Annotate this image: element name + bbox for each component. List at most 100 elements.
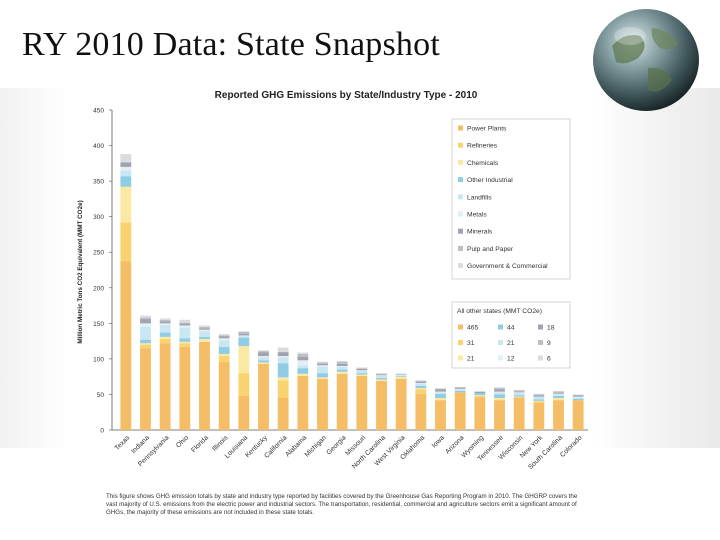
bar-segment — [494, 400, 505, 430]
bar-segment — [533, 402, 545, 430]
bar-segment — [376, 373, 387, 374]
bar-segment — [494, 392, 505, 395]
bar-segment — [572, 397, 584, 399]
legend-swatch — [458, 194, 463, 200]
bar-segment — [435, 392, 446, 394]
bar-segment — [258, 350, 269, 352]
bar-segment — [435, 388, 446, 389]
bar-segment — [376, 374, 387, 376]
bar-segment — [494, 388, 505, 390]
bar-segment — [435, 398, 446, 401]
bar-segment — [553, 400, 564, 430]
bar-segment — [179, 325, 191, 328]
legend-swatch — [458, 263, 463, 269]
legend-label: Other Industrial — [467, 177, 513, 184]
bar-segment — [199, 325, 210, 327]
bar-segment — [159, 325, 171, 333]
other-states-swatch — [458, 324, 463, 330]
bar-segment — [258, 363, 269, 430]
bar-segment — [258, 356, 269, 358]
other-states-box: All other states (MMT CO2e) 465 44 18 31 21 9 2… — [451, 301, 571, 369]
other-states-value: 44 — [507, 325, 515, 332]
bar-segment — [277, 351, 289, 353]
bar-segment — [199, 338, 210, 342]
bar-segment — [140, 339, 151, 344]
bar-segment — [395, 376, 407, 379]
bar-segment — [395, 373, 407, 375]
other-states-swatch — [498, 340, 503, 345]
y-axis-title: Million Metric Tons CO2 Equivalent (MMT … — [77, 200, 84, 343]
bar-segment — [179, 322, 191, 324]
bar-segment — [277, 363, 289, 378]
other-states-value: 21 — [467, 356, 475, 363]
bar-segment — [513, 391, 525, 393]
bar-segment — [533, 401, 545, 403]
bar-segment — [199, 336, 210, 339]
bar-segment — [395, 375, 407, 376]
bar-segment — [356, 373, 368, 375]
bar-segment — [317, 365, 328, 367]
bar-segment — [159, 323, 171, 326]
bar-segment — [238, 331, 250, 332]
bar-segment — [454, 389, 466, 391]
other-states-swatch — [498, 355, 503, 361]
bar-segment — [120, 186, 132, 223]
bar-segment — [258, 351, 269, 353]
other-states-swatch — [458, 340, 463, 345]
bar-segment — [415, 393, 427, 430]
bar-segment — [159, 332, 171, 337]
bar-segment — [415, 380, 427, 381]
bar-segment — [395, 378, 407, 430]
bar-segment — [415, 381, 427, 384]
bar-segment — [356, 374, 368, 376]
bar-segment — [218, 335, 230, 337]
bar-segment — [277, 377, 289, 381]
bar-segment — [159, 319, 171, 322]
legend-swatch — [458, 245, 463, 251]
bar-segment — [199, 331, 210, 337]
bar-segment — [336, 366, 348, 370]
bar-segment — [297, 352, 309, 354]
y-tick-label: 50 — [97, 392, 105, 399]
y-tick-label: 450 — [93, 108, 104, 115]
legend-frame — [451, 118, 571, 280]
bar-segment — [179, 319, 191, 323]
bar-segment — [199, 329, 210, 332]
bar-segment — [297, 360, 309, 366]
bar-segment — [218, 361, 230, 430]
bar-segment — [336, 361, 348, 362]
bar-segment — [199, 341, 210, 430]
bar-segment — [140, 315, 151, 318]
bar-segment — [356, 370, 368, 374]
legend-label: Power Plants — [467, 126, 507, 133]
bar-segment — [258, 362, 269, 364]
other-states-value: 6 — [547, 356, 551, 363]
bar-segment — [218, 356, 230, 362]
y-tick-label: 200 — [93, 285, 104, 292]
bar-segment — [179, 327, 191, 339]
bar-segment — [179, 338, 191, 342]
bar-segment — [159, 336, 171, 339]
bar-segment — [356, 367, 368, 369]
bar-segment — [553, 393, 564, 395]
bar-segment — [179, 323, 191, 326]
bar-segment — [435, 389, 446, 392]
bar-segment — [159, 338, 171, 344]
bar-segment — [553, 393, 564, 394]
bar-segment — [415, 383, 427, 386]
bar-segment — [513, 397, 525, 430]
bar-segment — [159, 321, 171, 324]
bar-segment — [140, 323, 151, 327]
bar-segment — [356, 375, 368, 430]
other-states-value: 31 — [467, 340, 475, 347]
bar-segment — [238, 336, 250, 338]
chart-legend: Power Plants Refineries Chemicals Other Ind… — [451, 118, 571, 280]
bar-segment — [395, 375, 407, 377]
bar-segment — [238, 346, 250, 374]
legend-label: Government & Commercial — [467, 263, 548, 270]
bar-segment — [297, 365, 309, 369]
bar-segment — [297, 356, 309, 361]
other-states-swatch — [458, 355, 463, 361]
bar-segment — [553, 395, 564, 398]
bar-segment — [140, 343, 151, 345]
